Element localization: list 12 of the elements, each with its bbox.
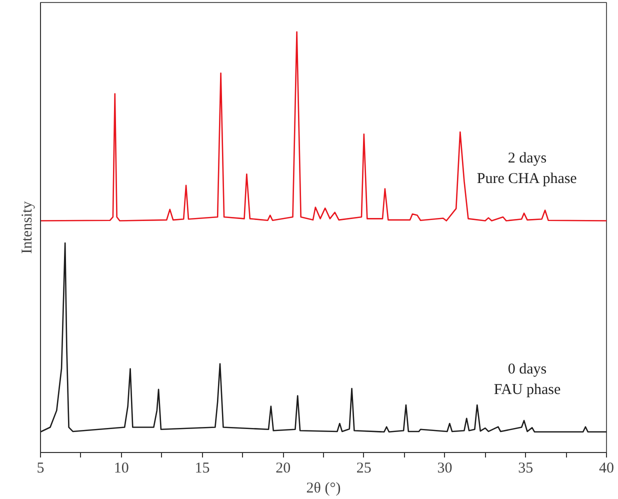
x-tick-label: 10 — [114, 460, 129, 476]
x-tick-label: 20 — [276, 460, 291, 476]
x-axis-title: 2θ (°) — [306, 480, 341, 496]
x-tick-label: 25 — [356, 460, 372, 476]
x-tick-label: 15 — [194, 460, 210, 476]
x-tick-label: 5 — [36, 460, 44, 476]
x-tick-label: 40 — [599, 460, 614, 476]
x-tick-label: 30 — [437, 460, 452, 476]
series-label: 2 days Pure CHA phase — [476, 150, 578, 188]
x-tick-label: 35 — [518, 460, 534, 476]
series-label: 0 days FAU phase — [494, 361, 561, 398]
y-axis-title: Intensity — [20, 200, 36, 254]
